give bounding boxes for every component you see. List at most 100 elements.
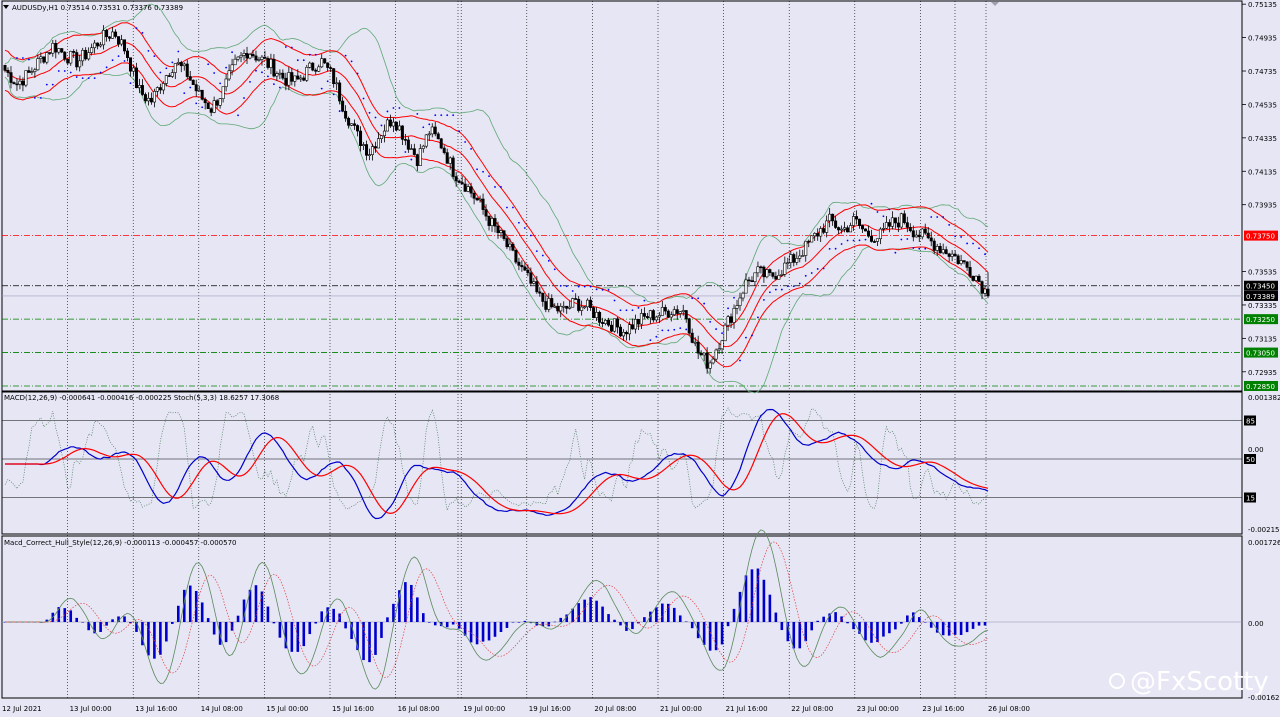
candle-body [278, 72, 282, 75]
hull-histogram-bar [398, 590, 401, 622]
hull-histogram-bar [200, 602, 204, 622]
hull-histogram-bar [726, 622, 730, 627]
sar-dot [553, 268, 556, 271]
candle-body [296, 75, 300, 80]
hull-histogram-bar [511, 622, 515, 623]
candle-body [941, 249, 945, 254]
hull-histogram-bar [123, 616, 126, 622]
hull-histogram-bar [439, 622, 443, 627]
candle-body [403, 139, 407, 141]
price-levels: 0.73750 0.73450 0.73389 0.73250 0.73050 0.728… [2, 230, 1278, 391]
candle-body [861, 225, 865, 230]
candle-body [801, 255, 805, 257]
macd-main-line [5, 408, 989, 520]
shift-marker-icon[interactable] [991, 2, 999, 6]
candle-body [663, 307, 667, 312]
candle-body [3, 65, 7, 71]
hull-histogram-bar [248, 589, 252, 622]
dropdown-triangle-icon[interactable] [3, 5, 9, 9]
sar-dot [494, 186, 496, 188]
sar-dot [846, 239, 849, 242]
candle-body [215, 100, 219, 106]
sar-dot [326, 80, 329, 83]
hull-histogram-bar [655, 607, 658, 622]
candle-body [185, 63, 189, 77]
candle-body [173, 63, 177, 73]
hull-histogram-bar [350, 622, 353, 640]
sar-dot [547, 259, 550, 262]
candle-body [290, 72, 294, 82]
sar-dot [506, 206, 508, 209]
hull-histogram-bar [93, 622, 96, 634]
candle-body [744, 279, 748, 294]
candle-body [93, 42, 97, 49]
sar-dot [906, 238, 909, 240]
hull-histogram-bar [852, 622, 855, 630]
candle-body [908, 227, 912, 232]
price-tick-label: 0.72935 [1248, 369, 1277, 377]
candle-body [935, 246, 939, 251]
candle-body [843, 227, 847, 230]
candle-body [565, 305, 569, 309]
candle-body [128, 57, 132, 72]
hull-histogram-bar [798, 622, 802, 649]
candle-body [735, 305, 739, 309]
sar-dot [488, 175, 490, 178]
sar-dot [535, 250, 538, 253]
sar-dot [81, 77, 84, 79]
hull-histogram-bar [870, 622, 873, 643]
hull-histogram-bar [720, 622, 724, 645]
candle-body [236, 56, 240, 60]
time-label: 23 Jul 00:00 [857, 705, 899, 713]
macd-stoch-panel: 0.001382 0.00 -0.002151 85 50 15 [2, 394, 1280, 534]
bollinger-upper [4, 3, 989, 304]
hull-histogram-bar [326, 607, 329, 622]
candle-body [475, 197, 479, 201]
candle-body [580, 306, 584, 311]
candle-body [266, 58, 270, 68]
hull-histogram-bar [971, 622, 975, 629]
candle-body [678, 311, 682, 314]
hull-histogram-bar [451, 622, 455, 625]
candle-body [45, 52, 49, 63]
candle-body [362, 144, 366, 146]
candle-body [926, 232, 930, 239]
hull-histogram-bar [75, 617, 79, 622]
candle-body [451, 157, 455, 177]
candle-body [212, 100, 216, 113]
candle-body [457, 180, 461, 183]
candle-body [756, 266, 760, 274]
sar-dot [177, 50, 180, 53]
sar-dot [733, 296, 735, 299]
candle-body [472, 192, 476, 199]
candle-body [547, 298, 551, 310]
sar-dot [380, 124, 383, 127]
candle-body [717, 348, 721, 351]
sar-dot [446, 114, 449, 117]
candle-body [224, 78, 228, 88]
candle-body [251, 54, 255, 57]
hull-histogram-bar [846, 622, 849, 624]
hull-histogram-bar [475, 622, 479, 645]
candle-body [341, 100, 345, 112]
candle-body [771, 272, 775, 277]
candle-body [123, 39, 127, 52]
sar-dot [201, 106, 204, 109]
candle-body [6, 70, 10, 73]
candle-body [239, 55, 243, 58]
sar-dot [571, 290, 574, 292]
hull-histogram-bar [278, 622, 282, 638]
sar-dot [685, 328, 688, 331]
candle-body [335, 82, 339, 85]
sar-dot [63, 70, 66, 72]
candle-body [51, 43, 55, 54]
price-tick-label: 0.74935 [1248, 35, 1277, 43]
candle-body [338, 82, 342, 102]
candle-body [209, 108, 213, 113]
candle-body [433, 126, 437, 135]
stoch-badge-label: 50 [1246, 456, 1255, 464]
candle-body [382, 130, 386, 137]
price-tick-label: 0.74735 [1248, 68, 1277, 76]
candle-body [314, 69, 318, 72]
